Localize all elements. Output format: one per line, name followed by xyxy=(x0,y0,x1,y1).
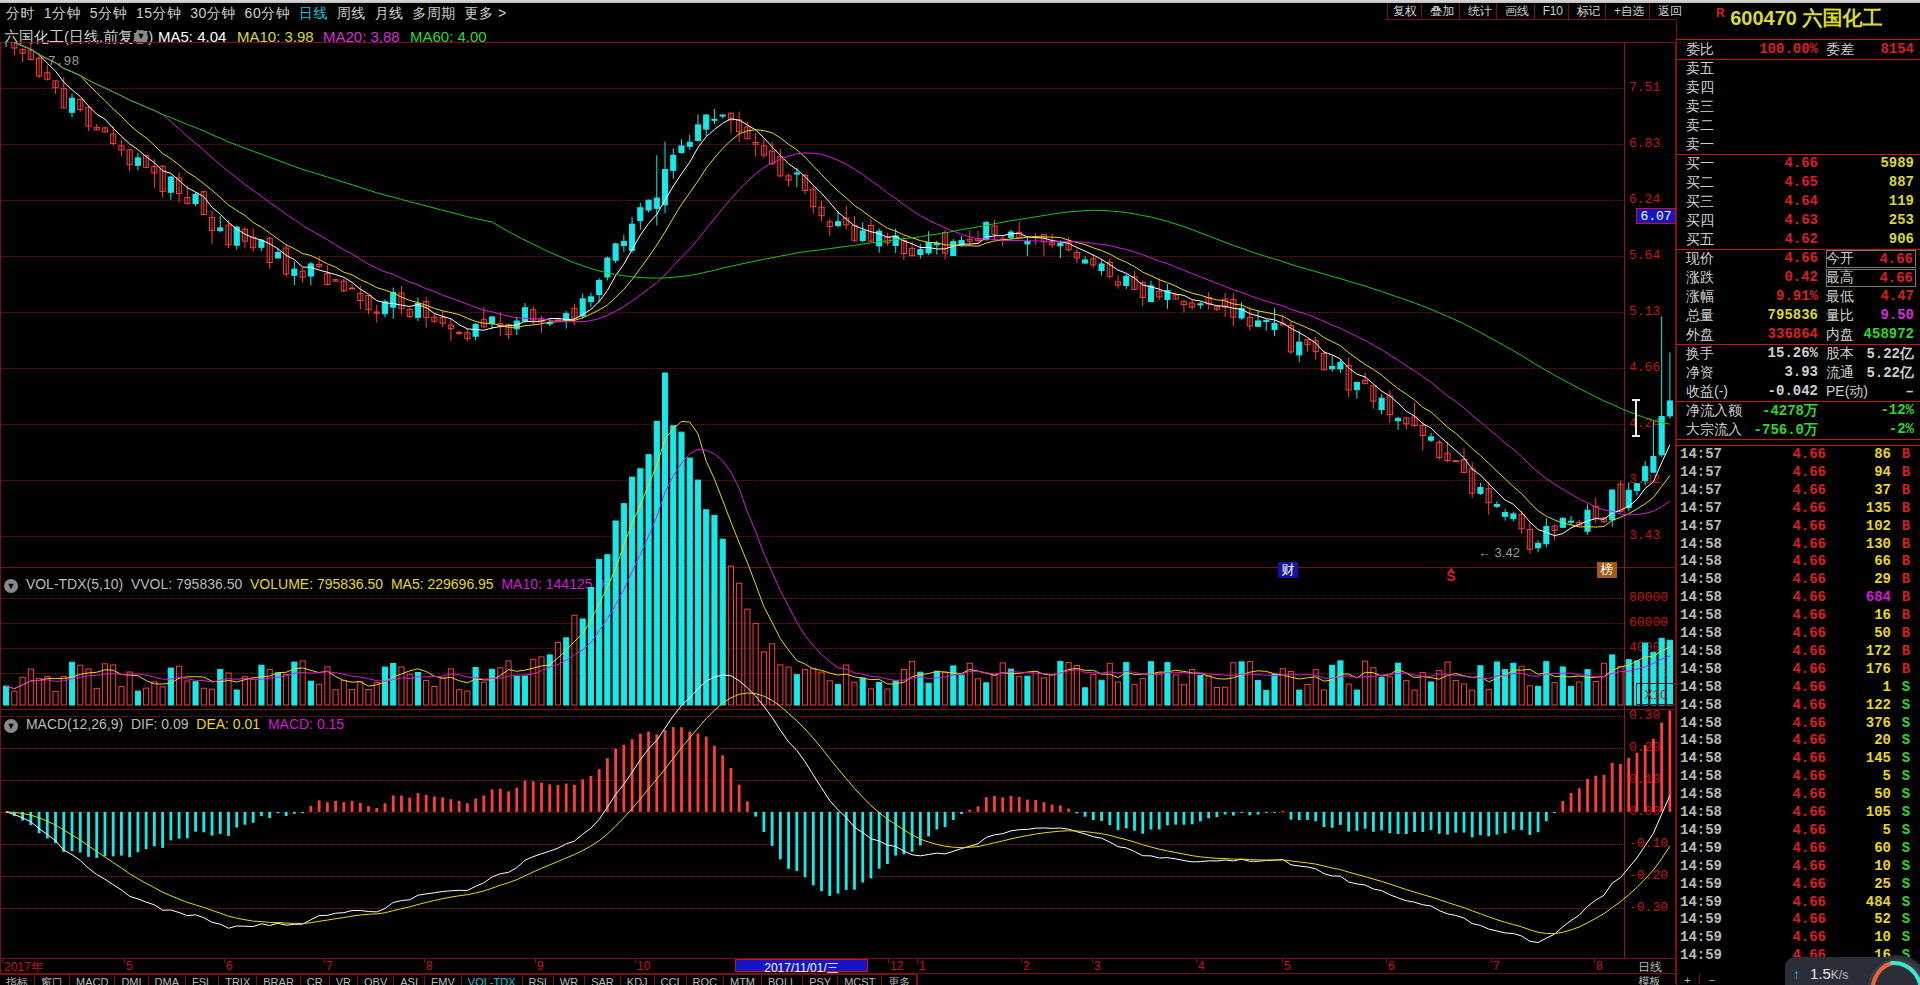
svg-text:93: 93 xyxy=(1886,981,1908,985)
